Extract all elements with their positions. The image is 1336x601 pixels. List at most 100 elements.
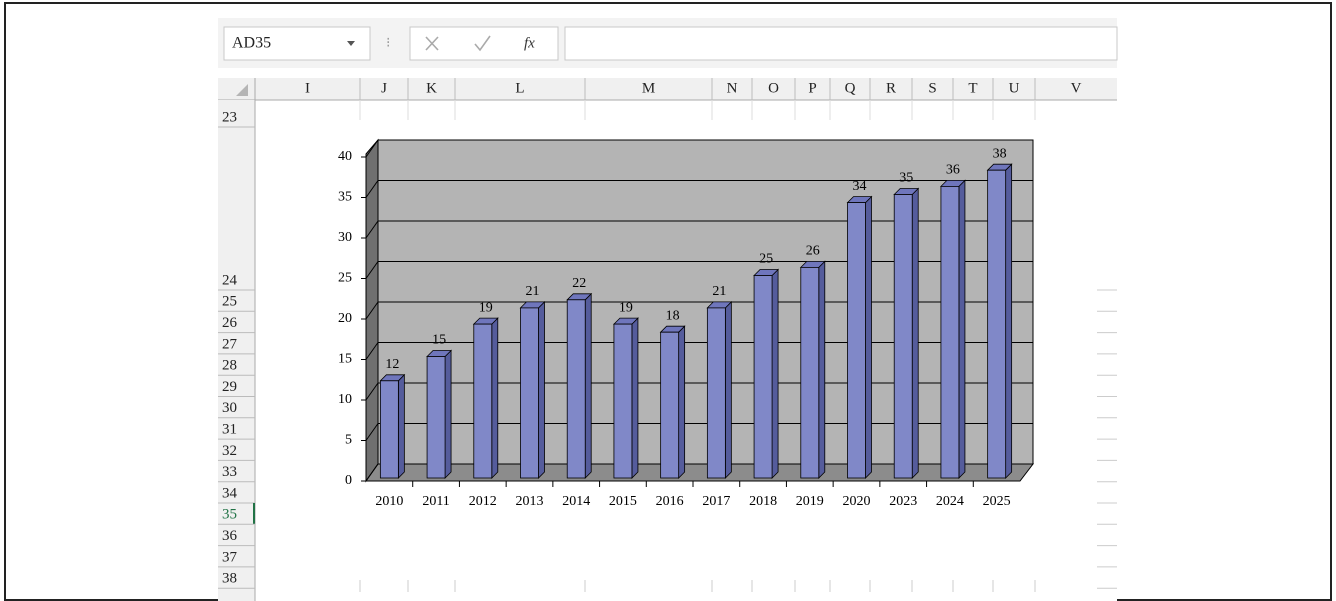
bar	[379, 380, 399, 479]
data-label: 26	[806, 244, 820, 259]
row-header[interactable]: 33	[222, 464, 237, 480]
x-tick-label: 2010	[375, 494, 403, 509]
column-header[interactable]: O	[768, 80, 779, 96]
side-grid-line	[365, 463, 379, 482]
row-header[interactable]: 24	[222, 272, 238, 288]
x-tick-label: 2020	[843, 494, 871, 509]
data-label: 22	[572, 276, 586, 291]
x-tick-label: 2014	[562, 494, 590, 509]
y-tick-label: 15	[338, 352, 352, 367]
y-tick-label: 30	[338, 230, 352, 245]
column-header[interactable]: V	[1071, 80, 1082, 96]
column-header[interactable]: P	[808, 80, 816, 96]
bar	[660, 331, 680, 479]
row-header-bar	[218, 100, 255, 601]
y-tick-label: 25	[338, 271, 352, 286]
y-tick-label: 5	[345, 433, 352, 448]
x-tick-label: 2016	[656, 494, 684, 509]
row-header[interactable]: 37	[222, 549, 238, 565]
bar-side	[724, 300, 732, 479]
data-label: 19	[619, 300, 633, 315]
row-header[interactable]: 32	[222, 443, 237, 459]
side-grid-line	[365, 423, 379, 441]
bar-side	[771, 268, 779, 479]
data-label: 34	[853, 179, 867, 194]
x-tick-label: 2015	[609, 494, 637, 509]
fx-button[interactable]: fx	[524, 35, 535, 51]
row-header[interactable]: 31	[222, 422, 237, 438]
name-box[interactable]	[223, 26, 371, 61]
data-label: 18	[666, 308, 680, 323]
y-tick-label: 20	[338, 311, 352, 326]
column-header[interactable]: U	[1009, 80, 1020, 96]
row-header[interactable]: 38	[222, 571, 237, 587]
side-grid-line	[365, 220, 379, 239]
x-tick-label: 2024	[936, 494, 964, 509]
y-tick-label: 35	[338, 190, 352, 205]
column-header-bar	[218, 78, 1117, 100]
data-label: 19	[479, 300, 493, 315]
row-header[interactable]: 27	[222, 336, 238, 352]
column-header[interactable]: N	[727, 80, 738, 96]
x-tick-label: 2023	[889, 494, 917, 509]
column-header[interactable]: T	[968, 80, 977, 96]
row-header[interactable]: 26	[222, 315, 238, 331]
bar-side	[631, 317, 639, 479]
name-box-text: AD35	[232, 35, 271, 52]
separator: ⁝	[386, 36, 390, 51]
column-header[interactable]: M	[642, 80, 655, 96]
cancel-icon[interactable]	[425, 36, 439, 51]
row-header[interactable]: 35	[222, 507, 237, 523]
bar	[426, 356, 446, 479]
bar-side	[584, 292, 592, 479]
row-header[interactable]: 23	[222, 109, 237, 125]
row-header[interactable]: 28	[222, 358, 237, 374]
column-header[interactable]: Q	[845, 80, 856, 96]
x-tick-label: 2019	[796, 494, 824, 509]
row-header[interactable]: 25	[222, 294, 237, 310]
side-grid-line	[365, 342, 379, 360]
name-box-arrow[interactable]	[347, 41, 355, 46]
column-header[interactable]: K	[426, 80, 437, 96]
bar-side	[491, 317, 499, 479]
bar	[613, 323, 633, 479]
bar	[847, 202, 866, 479]
data-label: 35	[899, 171, 913, 186]
row-header[interactable]: 29	[222, 379, 237, 395]
row-header[interactable]: 36	[222, 528, 238, 544]
row-header[interactable]: 30	[222, 400, 237, 416]
bar-side	[865, 195, 872, 479]
column-header[interactable]: J	[381, 80, 387, 96]
side-grid-line	[365, 301, 379, 320]
y-tick-label: 0	[345, 473, 352, 488]
side-grid-line	[365, 382, 379, 401]
bar-side	[678, 325, 686, 479]
column-header[interactable]: I	[305, 80, 310, 96]
bar	[520, 307, 539, 479]
bar	[987, 169, 1007, 479]
column-header[interactable]: S	[928, 80, 936, 96]
y-tick-label: 10	[338, 392, 352, 407]
bar-side	[538, 300, 545, 479]
bar	[940, 185, 960, 479]
bar	[473, 323, 493, 479]
data-label: 21	[712, 284, 726, 299]
column-header[interactable]: L	[515, 80, 524, 96]
bar	[566, 299, 586, 479]
data-label: 38	[993, 146, 1007, 161]
row-header[interactable]: 34	[222, 485, 238, 501]
side-grid-line	[365, 261, 379, 279]
x-tick-label: 2025	[983, 494, 1011, 509]
column-header[interactable]: R	[886, 80, 896, 96]
bar	[706, 307, 726, 479]
formula-input[interactable]	[564, 26, 1118, 61]
y-tick-label: 40	[338, 149, 352, 164]
bar-side	[818, 260, 826, 479]
x-tick-label: 2018	[749, 494, 777, 509]
data-label: 12	[385, 357, 399, 372]
x-tick-label: 2012	[469, 494, 497, 509]
enter-icon[interactable]	[474, 35, 491, 52]
x-tick-label: 2013	[516, 494, 544, 509]
select-all[interactable]	[236, 84, 248, 96]
data-label: 36	[946, 163, 960, 178]
